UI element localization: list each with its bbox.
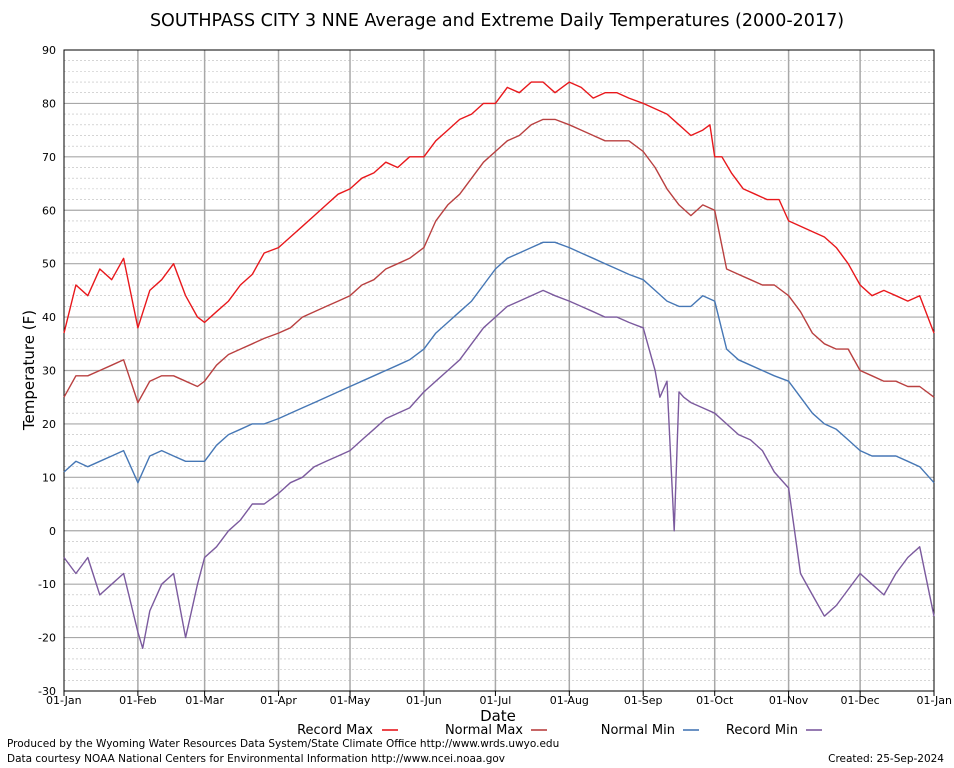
x-tick-label: 01-Jan (916, 694, 952, 707)
normal-min-line (63, 241, 935, 484)
footer-produced-by: Produced by the Wyoming Water Resources … (7, 738, 560, 750)
y-tick-label: 20 (42, 418, 56, 431)
x-axis-ticks: 01-Jan 01-Feb 01-Mar 01-Apr 01-May 01-Jun 01-J… (46, 691, 952, 707)
x-tick-label: 01-Jun (406, 694, 442, 707)
x-tick-label: 01-Jul (479, 694, 511, 707)
y-tick-label: 60 (42, 204, 56, 217)
legend-label-record-min: Record Min (726, 723, 798, 738)
legend-label-normal-max: Normal Max (445, 723, 523, 738)
legend: Record Max Normal Max Normal Min Record Min (297, 723, 822, 738)
y-tick-label: 10 (42, 471, 56, 484)
x-tick-label: 01-Mar (185, 694, 224, 707)
y-axis-label: Temperature (F) (20, 310, 38, 431)
y-tick-label: 70 (42, 151, 56, 164)
y-axis-ticks: 90 80 70 60 50 40 30 20 10 0 -10 -20 -30 (38, 44, 56, 698)
y-tick-label: 80 (42, 97, 56, 110)
x-tick-label: 01-Feb (119, 694, 156, 707)
chart-title: SOUTHPASS CITY 3 NNE Average and Extreme… (150, 11, 844, 31)
x-tick-label: 01-May (330, 694, 371, 707)
x-tick-label: 01-Dec (840, 694, 879, 707)
x-tick-label: 01-Sep (624, 694, 663, 707)
normal-max-line (63, 118, 935, 404)
legend-label-record-max: Record Max (297, 723, 373, 738)
footer-created: Created: 25-Sep-2024 (828, 753, 944, 765)
legend-label-normal-min: Normal Min (601, 723, 675, 738)
y-tick-label: -20 (38, 632, 56, 645)
grid (64, 50, 934, 691)
plot-area (63, 49, 935, 692)
y-tick-label: 40 (42, 311, 56, 324)
x-tick-label: 01-Oct (696, 694, 734, 707)
x-axis-label: Date (480, 707, 516, 725)
x-tick-label: 01-Aug (550, 694, 589, 707)
y-tick-label: -30 (38, 685, 56, 698)
x-tick-label: 01-Apr (260, 694, 297, 707)
record-min-line (63, 289, 935, 649)
record-max-line (63, 81, 935, 334)
y-tick-label: -10 (38, 578, 56, 591)
x-tick-label: 01-Jan (46, 694, 82, 707)
series-lines (63, 81, 935, 649)
y-tick-label: 50 (42, 258, 56, 271)
footer-data-courtesy: Data courtesy NOAA National Centers for … (7, 753, 506, 765)
x-tick-label: 01-Nov (769, 694, 809, 707)
y-tick-label: 30 (42, 365, 56, 378)
y-tick-label: 0 (49, 525, 56, 538)
y-tick-label: 90 (42, 44, 56, 57)
